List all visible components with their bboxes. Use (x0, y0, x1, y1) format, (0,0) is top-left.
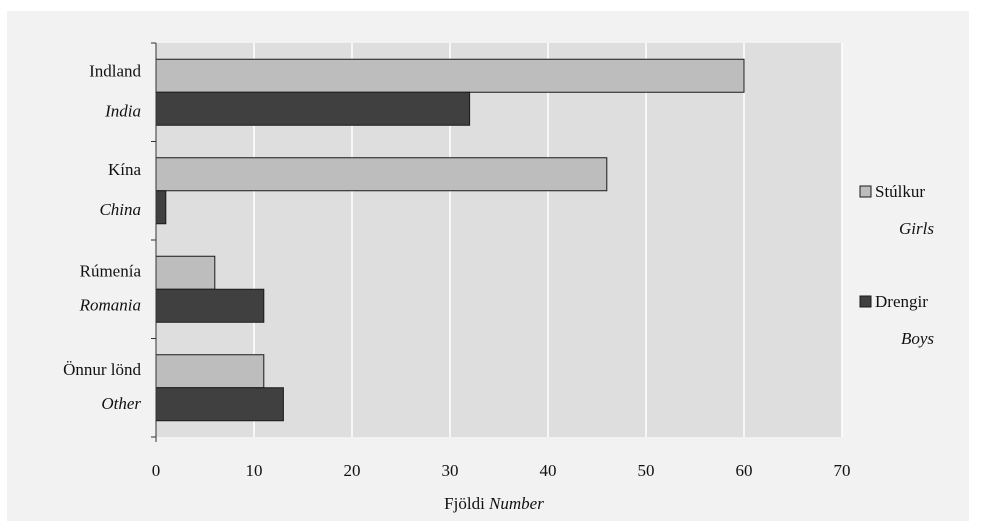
bar-girls-india (155, 58, 745, 93)
bar-boys-china (155, 190, 167, 225)
bar-boys-other (155, 387, 284, 422)
x-tick-label-50: 50 (638, 461, 655, 480)
x-tick-label-40: 40 (540, 461, 557, 480)
x-tick-label-60: 60 (736, 461, 753, 480)
x-tick-labels: 0 10 20 30 40 50 60 70 (152, 461, 851, 480)
x-axis-title-text: Fjöldi Number (444, 494, 544, 513)
category-label-india: Indland (89, 61, 141, 80)
legend: Stúlkur Girls Drengir Boys (859, 182, 934, 348)
x-axis-title: Fjöldi Number (444, 494, 544, 513)
chart-frame: Indland India Kína China Rúmenía Romania Önnur… (7, 11, 969, 521)
category-label-en-china: China (99, 200, 141, 219)
category-label-en-india: India (104, 101, 141, 120)
legend-label-boys: Drengir (875, 292, 928, 311)
category-label-china: Kína (108, 160, 142, 179)
bar-girls-china (155, 157, 608, 192)
axes (151, 42, 157, 442)
x-tick-label-20: 20 (344, 461, 361, 480)
x-axis-title-is: Fjöldi (444, 494, 489, 513)
category-label-en-other: Other (101, 394, 141, 413)
legend-swatch-boys (859, 295, 872, 308)
legend-swatch-girls (859, 185, 872, 198)
legend-label-en-girls: Girls (899, 219, 934, 238)
category-label-other: Önnur lönd (63, 360, 141, 379)
category-labels: Indland India Kína China Rúmenía Romania Önnur… (63, 61, 141, 413)
category-label-en-romania: Romania (79, 295, 141, 314)
chart-svg: Indland India Kína China Rúmenía Romania Önnur… (63, 42, 934, 513)
x-tick-label-10: 10 (246, 461, 263, 480)
bar-boys-romania (155, 288, 265, 323)
x-axis-title-en: Number (488, 494, 544, 513)
bar-boys-india (155, 91, 471, 126)
x-tick-label-30: 30 (442, 461, 459, 480)
legend-label-en-boys: Boys (901, 329, 934, 348)
category-label-romania: Rúmenía (80, 261, 142, 280)
bar-girls-other (155, 354, 265, 389)
legend-label-girls: Stúlkur (875, 182, 925, 201)
x-tick-label-70: 70 (834, 461, 851, 480)
bars (155, 58, 745, 422)
bar-girls-romania (155, 255, 216, 290)
x-tick-label-0: 0 (152, 461, 161, 480)
